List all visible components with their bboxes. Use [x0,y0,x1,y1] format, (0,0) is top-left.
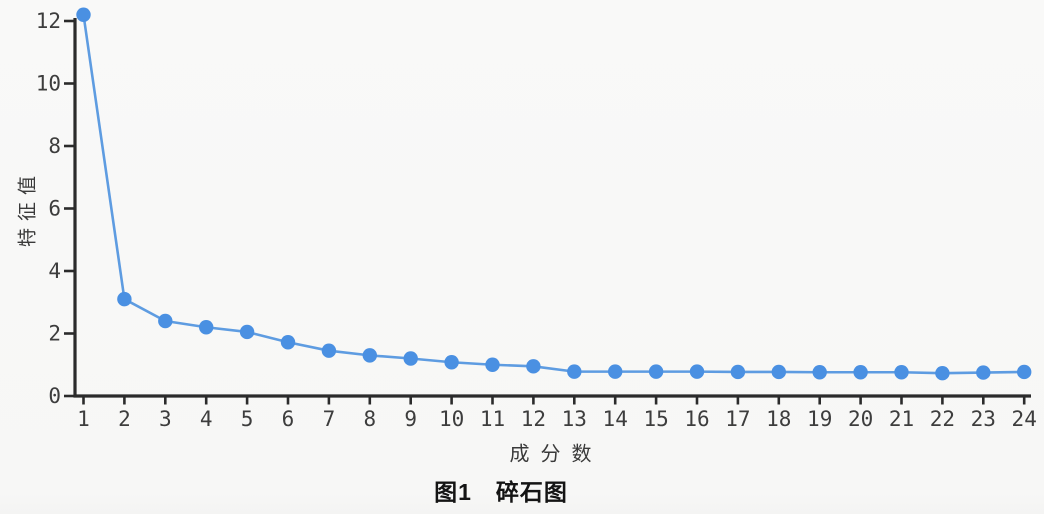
data-point [730,364,746,380]
scree-line [82,13,1026,375]
y-tick-label: 4 [48,259,61,283]
data-point [648,364,664,379]
y-tick-label: 8 [48,134,61,158]
data-point [485,357,500,372]
x-tick-label: 1 [77,407,90,431]
x-tick-label: 16 [684,407,709,431]
x-tick-label: 23 [971,407,996,431]
data-point [117,291,132,307]
x-tick-label: 19 [807,407,832,431]
data-point [935,365,950,381]
data-point [444,355,459,370]
data-point [321,343,337,358]
x-tick-label: 18 [766,407,791,431]
x-tick-label: 13 [562,407,587,431]
data-point [853,365,868,380]
x-tick-label: 4 [200,407,213,431]
x-tick-label: 5 [241,407,254,431]
data-point [362,348,377,363]
data-point [526,359,541,374]
y-tick-label: 10 [36,72,61,96]
data-point [976,365,991,380]
x-tick-label: 17 [725,407,750,431]
y-tick-label: 6 [48,197,61,221]
x-tick-label: 7 [323,407,336,431]
x-tick-label: 22 [930,407,955,431]
y-tick-label: 12 [36,9,61,33]
x-tick-label: 15 [643,407,668,431]
data-point [812,365,827,380]
data-point [158,313,173,329]
x-tick-label: 3 [159,407,172,431]
x-tick-label: 6 [282,407,295,431]
data-point [894,365,909,380]
data-point [567,364,582,379]
x-tick-label: 10 [439,407,464,431]
x-tick-label: 8 [363,407,376,431]
x-tick-label: 24 [1012,407,1037,431]
x-tick-label: 21 [889,407,914,431]
figure-caption: 图1 碎石图 [434,479,568,505]
y-tick-label: 2 [48,322,61,346]
x-tick-label: 11 [480,407,505,431]
x-tick-label: 2 [118,407,131,431]
data-point [280,335,296,350]
x-tick-label: 12 [521,407,546,431]
data-point [608,364,623,379]
x-tick-label: 20 [848,407,873,431]
y-tick-label: 0 [48,384,61,408]
y-axis-label: 特征值 [16,168,39,248]
data-point [771,364,786,380]
x-tick-label: 9 [404,407,417,431]
x-axis-label: 成分数 [509,441,603,466]
data-point [403,351,418,366]
data-point [239,324,255,340]
x-tick-label: 14 [603,407,628,431]
data-point [199,320,214,335]
data-point [1016,364,1032,380]
data-point [689,364,705,379]
data-point [76,7,91,22]
